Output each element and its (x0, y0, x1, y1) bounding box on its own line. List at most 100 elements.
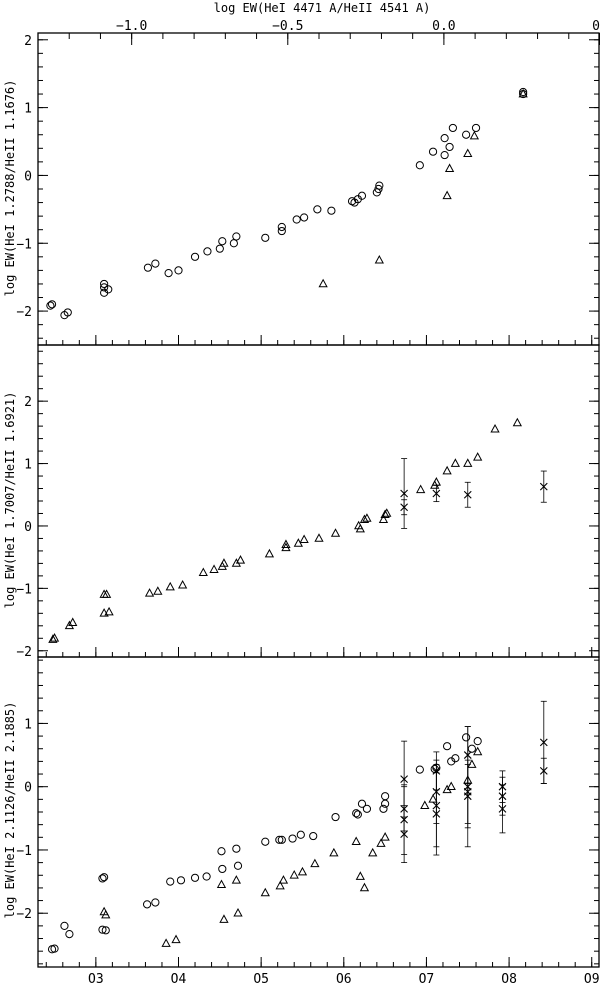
data-point-triangle (469, 130, 480, 140)
data-point-triangle (362, 513, 372, 522)
data-point-circle (143, 263, 153, 272)
data-point-triangle (219, 914, 229, 923)
data-point-triangle (318, 278, 328, 288)
panel-3-y-tick-label: −1 (16, 844, 32, 859)
data-point-circle (100, 873, 109, 882)
data-point-circle (104, 285, 113, 294)
panel-2-y-tick-label: 2 (24, 395, 32, 410)
panel-2-y-tick-label: −2 (16, 645, 32, 660)
cross-stroke (539, 482, 548, 491)
data-point-circle (357, 799, 367, 808)
data-point-triangle (209, 564, 219, 573)
data-marks (46, 87, 548, 954)
data-point-triangle (104, 606, 114, 616)
panel-3-y-tick-label: 0 (24, 781, 32, 796)
axes-ticks: −1.0 −0.5 0.0 0. O3 O4 O5 O6 O7 O8 O9 −2 −1 0 1 2 −2 −1 0 1… (16, 19, 600, 987)
data-point-cross (400, 805, 409, 864)
data-point-triangle (355, 871, 365, 880)
data-point-circle (357, 191, 367, 200)
data-point-triangle (144, 588, 155, 597)
data-point-circle (190, 252, 200, 261)
data-point-triangle (378, 514, 389, 524)
data-point-cross (432, 772, 441, 856)
data-point-triangle (380, 509, 390, 519)
data-point-triangle (233, 907, 243, 917)
cross-stroke (432, 489, 441, 498)
data-point-triangle (416, 484, 426, 494)
data-point-circle (50, 944, 59, 953)
data-point-circle (462, 733, 471, 742)
data-point-circle (151, 259, 160, 268)
data-point-circle (142, 900, 152, 909)
data-point-cross (432, 484, 441, 503)
data-point-circle (296, 830, 305, 839)
data-point-triangle (420, 800, 430, 809)
data-point-circle (166, 877, 175, 886)
top-axis-label: log EW(HeI 4471 A/HeII 4541 A) (214, 1, 431, 15)
panel-2-y-tick-label: 1 (24, 458, 32, 473)
data-point-circle (232, 232, 241, 241)
data-point-triangle (216, 879, 227, 889)
data-point-triangle (68, 617, 78, 626)
data-point-cross (539, 757, 548, 784)
data-point-triangle (442, 190, 452, 200)
data-point-triangle (330, 528, 341, 537)
data-point-triangle (473, 452, 483, 461)
data-point-circle (164, 269, 173, 278)
data-point-triangle (512, 417, 522, 427)
data-point-triangle (299, 534, 309, 543)
data-point-triangle (382, 508, 392, 517)
data-point-cross (539, 470, 548, 503)
data-point-triangle (359, 514, 370, 524)
data-point-triangle (289, 870, 299, 879)
data-point-cross (463, 481, 472, 508)
panel-1-y-tick-label: 1 (24, 102, 32, 117)
panel-2-y-tick-label: −1 (16, 582, 32, 597)
data-point-cross (400, 458, 409, 529)
data-point-circle (462, 130, 471, 139)
data-point-circle (451, 754, 460, 763)
data-point-circle (362, 804, 372, 813)
data-point-circle (261, 233, 270, 242)
data-point-circle (375, 181, 384, 190)
data-point-circle (190, 873, 200, 882)
cross-stroke (432, 810, 441, 818)
data-point-circle (277, 222, 286, 232)
data-point-circle (440, 150, 449, 160)
data-point-triangle (198, 567, 208, 577)
data-point-circle (229, 239, 238, 248)
data-point-circle (215, 244, 224, 253)
panel-2-y-axis-label: log EW(HeI 1.7007/HeII 1.6921) (3, 392, 17, 609)
data-point-circle (100, 283, 109, 292)
data-point-triangle (171, 934, 181, 944)
data-point-circle (415, 765, 424, 774)
data-point-circle (313, 205, 322, 214)
data-point-triangle (281, 539, 291, 548)
panel-frames (37, 32, 600, 968)
data-point-circle (60, 921, 69, 930)
data-point-circle (300, 213, 309, 222)
data-point-circle (101, 926, 110, 935)
data-point-triangle (355, 523, 365, 533)
data-point-circle (65, 930, 74, 939)
panel-2-y-tick-label: 0 (24, 520, 32, 535)
data-point-triangle (310, 858, 320, 868)
data-point-cross (498, 784, 507, 834)
top-axis-tick-label: −0.5 (272, 19, 303, 34)
data-point-triangle (463, 458, 473, 467)
data-point-triangle (490, 423, 500, 433)
data-point-circle (63, 308, 72, 317)
x-tick-label: O4 (171, 972, 187, 987)
data-point-circle (327, 206, 336, 215)
data-point-triangle (368, 847, 378, 857)
data-point-circle (275, 835, 284, 844)
panel-1-y-tick-label: 0 (24, 169, 32, 184)
data-point-circle (100, 279, 109, 289)
data-point-circle (277, 226, 286, 236)
data-point-circle (176, 876, 186, 885)
data-point-circle (261, 837, 270, 846)
panel-3-frame (37, 656, 600, 968)
panel-1-y-tick-label: −1 (16, 237, 32, 252)
top-axis-tick-label: 0.0 (432, 19, 455, 34)
